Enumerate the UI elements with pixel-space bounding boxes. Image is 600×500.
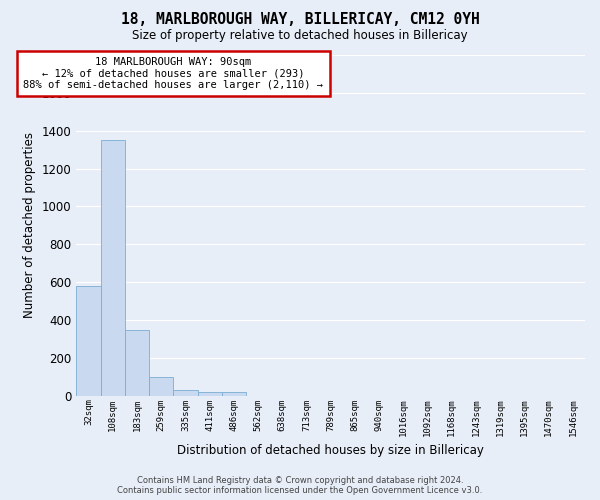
Text: 18, MARLBOROUGH WAY, BILLERICAY, CM12 0YH: 18, MARLBOROUGH WAY, BILLERICAY, CM12 0Y… (121, 12, 479, 28)
Text: Size of property relative to detached houses in Billericay: Size of property relative to detached ho… (132, 29, 468, 42)
Bar (101, 140, 125, 396)
Y-axis label: Number of detached properties: Number of detached properties (23, 132, 36, 318)
X-axis label: Distribution of detached houses by size in Billericay: Distribution of detached houses by size … (177, 444, 484, 458)
Bar (76, 286, 101, 396)
Bar (197, 392, 222, 396)
Text: Contains HM Land Registry data © Crown copyright and database right 2024.
Contai: Contains HM Land Registry data © Crown c… (118, 476, 482, 495)
Bar (125, 330, 149, 396)
Bar (222, 392, 246, 396)
Text: 18 MARLBOROUGH WAY: 90sqm
← 12% of detached houses are smaller (293)
88% of semi: 18 MARLBOROUGH WAY: 90sqm ← 12% of detac… (23, 57, 323, 90)
Bar (173, 390, 197, 396)
Bar (149, 378, 173, 396)
